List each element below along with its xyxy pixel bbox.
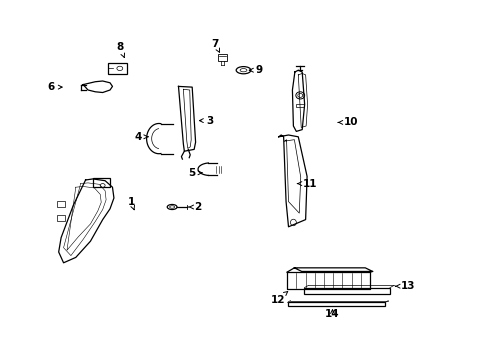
Text: 5: 5 (188, 168, 202, 178)
Text: 1: 1 (127, 197, 134, 210)
Bar (93, 178, 110, 187)
Bar (304, 288, 389, 294)
Text: 10: 10 (338, 117, 358, 127)
Text: 9: 9 (249, 65, 262, 75)
Text: 3: 3 (199, 116, 213, 126)
Ellipse shape (236, 67, 250, 74)
Text: 8: 8 (116, 42, 124, 58)
Ellipse shape (240, 69, 246, 72)
Bar (57, 215, 64, 221)
Text: 13: 13 (395, 281, 415, 291)
Text: 11: 11 (297, 179, 317, 189)
Text: 14: 14 (325, 309, 339, 319)
Ellipse shape (169, 206, 174, 208)
Text: 2: 2 (188, 202, 201, 212)
Circle shape (100, 184, 105, 187)
Ellipse shape (290, 219, 296, 226)
Text: 4: 4 (134, 132, 148, 142)
Text: 12: 12 (270, 292, 287, 305)
Bar (217, 54, 227, 61)
Ellipse shape (295, 92, 304, 99)
Bar (287, 302, 385, 306)
Ellipse shape (297, 94, 302, 98)
Text: 7: 7 (211, 39, 219, 52)
Bar (57, 201, 64, 207)
Bar (108, 63, 126, 74)
Ellipse shape (167, 204, 177, 210)
Circle shape (117, 66, 122, 71)
Bar (296, 104, 304, 107)
Text: 6: 6 (48, 82, 62, 92)
